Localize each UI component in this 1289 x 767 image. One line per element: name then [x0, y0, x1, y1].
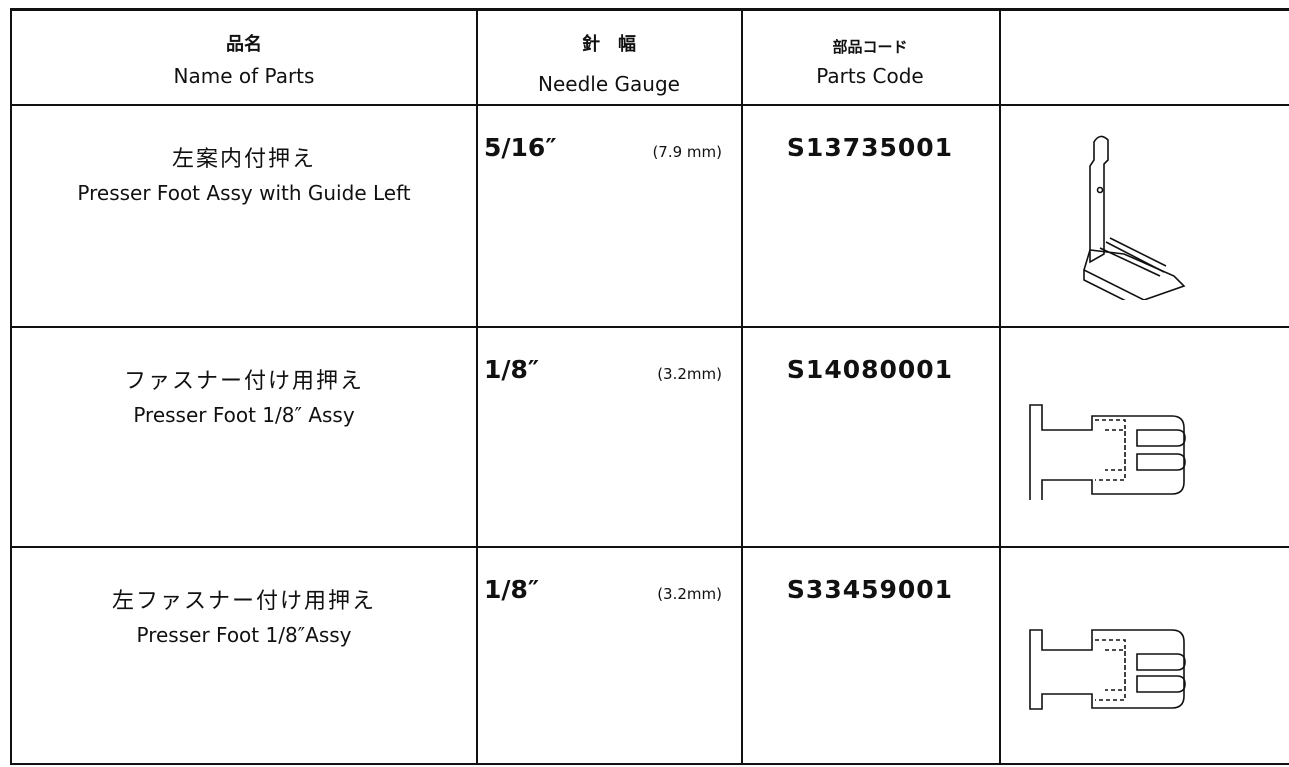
name-jp: 左案内付押え	[171, 147, 317, 172]
border	[10, 546, 1289, 548]
foot-illustration	[1083, 135, 1186, 300]
border	[10, 8, 12, 765]
name-en: Presser Foot Assy with Guide Left	[77, 181, 411, 205]
border	[999, 8, 1001, 765]
foot-illustration	[1029, 629, 1186, 710]
border	[10, 8, 1289, 11]
name-jp: 左ファスナー付け用押え	[111, 589, 377, 614]
border	[476, 8, 478, 765]
header-jp: 針 幅	[582, 34, 636, 55]
parts-code: S33459001	[786, 575, 954, 604]
border	[10, 104, 1289, 106]
parts-code: S14080001	[786, 355, 954, 384]
header-en: Name of Parts	[173, 64, 315, 88]
needle-gauge: 1/8″	[484, 355, 540, 384]
border	[741, 8, 743, 765]
foot-illustration	[1029, 404, 1186, 500]
header-jp: 品名	[226, 34, 262, 55]
needle-gauge-mm: (3.2mm)	[657, 365, 722, 383]
header-en: Needle Gauge	[538, 72, 680, 96]
border	[10, 326, 1289, 328]
needle-gauge-mm: (7.9 mm)	[652, 143, 722, 161]
name-jp: ファスナー付け用押え	[123, 369, 365, 394]
name-en: Presser Foot 1/8″ Assy	[133, 403, 355, 427]
needle-gauge-mm: (3.2mm)	[657, 585, 722, 603]
name-en: Presser Foot 1/8″Assy	[136, 623, 352, 647]
header-en: Parts Code	[816, 64, 924, 88]
header-jp: 部品コード	[832, 38, 908, 56]
parts-code: S13735001	[786, 133, 954, 162]
needle-gauge: 5/16″	[484, 133, 557, 162]
needle-gauge: 1/8″	[484, 575, 540, 604]
border	[10, 763, 1289, 765]
